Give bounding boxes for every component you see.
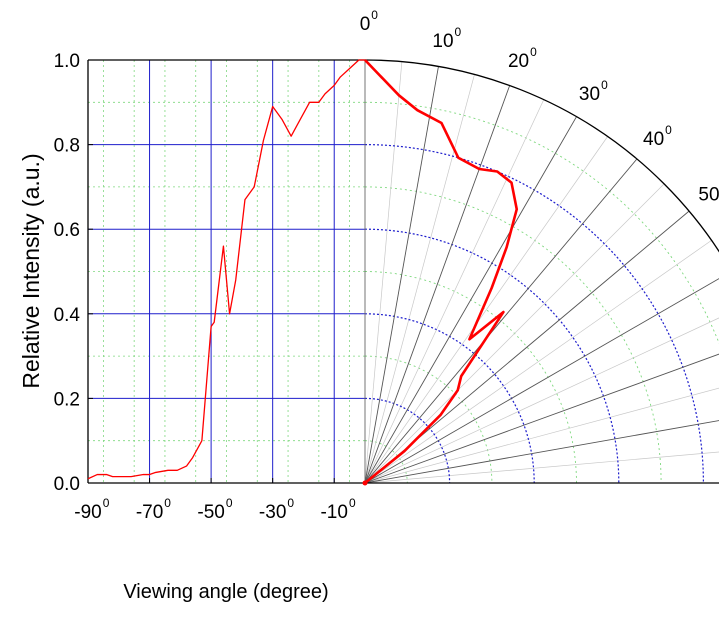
x-tick-label: -70	[136, 502, 163, 523]
y-tick-label: 1.0	[54, 51, 80, 72]
polar-major-arc	[364, 144, 704, 484]
polar-angle-label-degree: 0	[371, 8, 378, 22]
y-tick-label: 0.4	[54, 305, 81, 326]
x-tick-label-degree: 0	[103, 496, 110, 510]
y-axis-title: Relative Intensity (a.u.)	[18, 153, 44, 388]
polar-minor-arc	[364, 186, 662, 484]
x-tick-label-degree: 0	[349, 496, 356, 510]
polar-major-spoke	[364, 278, 719, 484]
polar-major-arc	[364, 228, 620, 484]
polar-intensity-line	[364, 59, 519, 485]
y-tick-label: 0.8	[54, 136, 80, 157]
x-axis-title: Viewing angle (degree)	[123, 581, 328, 603]
x-tick-label: -10	[320, 502, 347, 523]
polar-angle-label: 30	[579, 84, 600, 105]
polar-major-spoke	[364, 66, 439, 484]
polar-outer-arc	[364, 59, 719, 253]
x-tick-label-degree: 0	[164, 496, 171, 510]
polar-angle-label-degree: 0	[665, 123, 672, 137]
polar-minor-spoke	[364, 317, 719, 484]
polar-minor-spoke	[364, 387, 719, 484]
polar-major-spoke	[364, 420, 719, 484]
polar-minor-spoke	[364, 183, 665, 484]
polar-minor-spoke	[364, 240, 712, 484]
x-tick-label-degree: 0	[226, 496, 233, 510]
polar-origin-point	[362, 480, 368, 486]
polar-major-spoke	[364, 158, 638, 484]
polar-angle-label: 0	[360, 14, 371, 35]
polar-angle-label: 50	[698, 184, 719, 205]
polar-minor-spoke	[364, 61, 403, 484]
polar-major-spoke	[364, 116, 577, 484]
polar-angle-label-degree: 0	[530, 45, 537, 59]
x-tick-label: -30	[259, 502, 286, 523]
polar-angle-label: 40	[643, 129, 664, 150]
x-tick-label: -50	[197, 502, 224, 523]
polar-minor-arc	[364, 101, 719, 345]
polar-minor-spoke	[364, 74, 475, 484]
polar-angle-label-degree: 0	[601, 78, 608, 92]
polar-minor-spoke	[364, 99, 545, 484]
polar-minor-spoke	[364, 451, 719, 484]
polar-angle-label: 20	[508, 51, 529, 72]
y-tick-label: 0.2	[54, 389, 80, 410]
y-tick-label: 0.6	[54, 220, 80, 241]
cartesian-intensity-line	[87, 59, 365, 480]
polar-minor-spoke	[364, 136, 608, 484]
y-tick-label: 0.0	[54, 474, 80, 495]
polar-angle-label-degree: 0	[455, 25, 462, 39]
polar-major-arc	[364, 397, 451, 484]
polar-major-spoke	[364, 85, 511, 484]
x-tick-label-degree: 0	[287, 496, 294, 510]
polar-angle-label: 10	[432, 31, 453, 52]
x-tick-label: -90	[74, 502, 101, 523]
polar-major-arc	[364, 313, 535, 484]
polar-major-spoke	[364, 353, 719, 484]
